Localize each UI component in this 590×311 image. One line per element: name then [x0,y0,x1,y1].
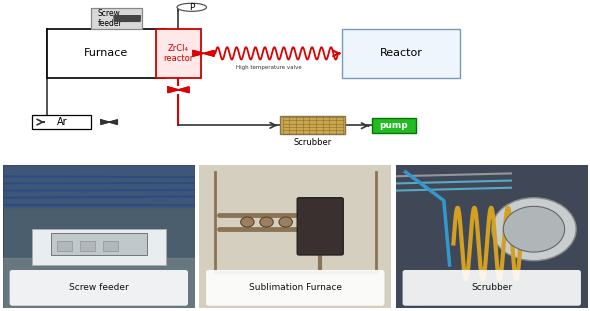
Circle shape [177,3,206,11]
FancyBboxPatch shape [396,165,588,308]
Text: Furnace: Furnace [84,49,128,58]
Text: High temperature valve: High temperature valve [235,65,301,70]
Text: Screw
feeder: Screw feeder [97,9,122,28]
FancyBboxPatch shape [199,165,391,308]
Text: Screw feeder: Screw feeder [69,283,129,292]
FancyBboxPatch shape [297,198,343,255]
FancyBboxPatch shape [51,234,147,255]
Bar [3,165,195,208]
Circle shape [241,217,254,227]
FancyBboxPatch shape [103,241,118,251]
FancyBboxPatch shape [47,29,165,78]
FancyBboxPatch shape [3,165,195,308]
FancyBboxPatch shape [91,8,142,29]
FancyBboxPatch shape [372,118,416,133]
Text: Reactor: Reactor [380,49,422,58]
FancyBboxPatch shape [32,115,91,129]
Circle shape [260,217,273,227]
FancyBboxPatch shape [402,270,581,306]
FancyBboxPatch shape [80,241,95,251]
FancyBboxPatch shape [280,116,345,134]
Circle shape [492,198,576,261]
Text: Ar: Ar [57,117,67,127]
Text: Scrubber: Scrubber [471,283,512,292]
Circle shape [503,206,565,252]
FancyBboxPatch shape [342,29,460,78]
Text: Scrubber: Scrubber [294,138,332,147]
Text: pump: pump [379,121,408,130]
Circle shape [279,217,293,227]
FancyBboxPatch shape [57,241,72,251]
FancyBboxPatch shape [32,229,166,265]
FancyBboxPatch shape [206,270,385,306]
Bar [3,208,195,258]
Text: ZrCl₄
reactor: ZrCl₄ reactor [163,44,194,63]
FancyBboxPatch shape [9,270,188,306]
Bar [3,258,195,308]
Polygon shape [168,87,189,93]
FancyBboxPatch shape [156,29,201,78]
Polygon shape [101,120,117,124]
FancyBboxPatch shape [199,165,391,308]
FancyBboxPatch shape [396,165,588,308]
Text: P: P [189,3,195,12]
Polygon shape [193,50,214,56]
Text: Sublimation Furnace: Sublimation Furnace [249,283,342,292]
